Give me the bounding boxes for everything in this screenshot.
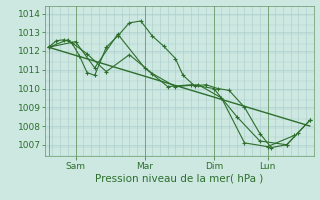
X-axis label: Pression niveau de la mer( hPa ): Pression niveau de la mer( hPa )	[95, 173, 263, 183]
